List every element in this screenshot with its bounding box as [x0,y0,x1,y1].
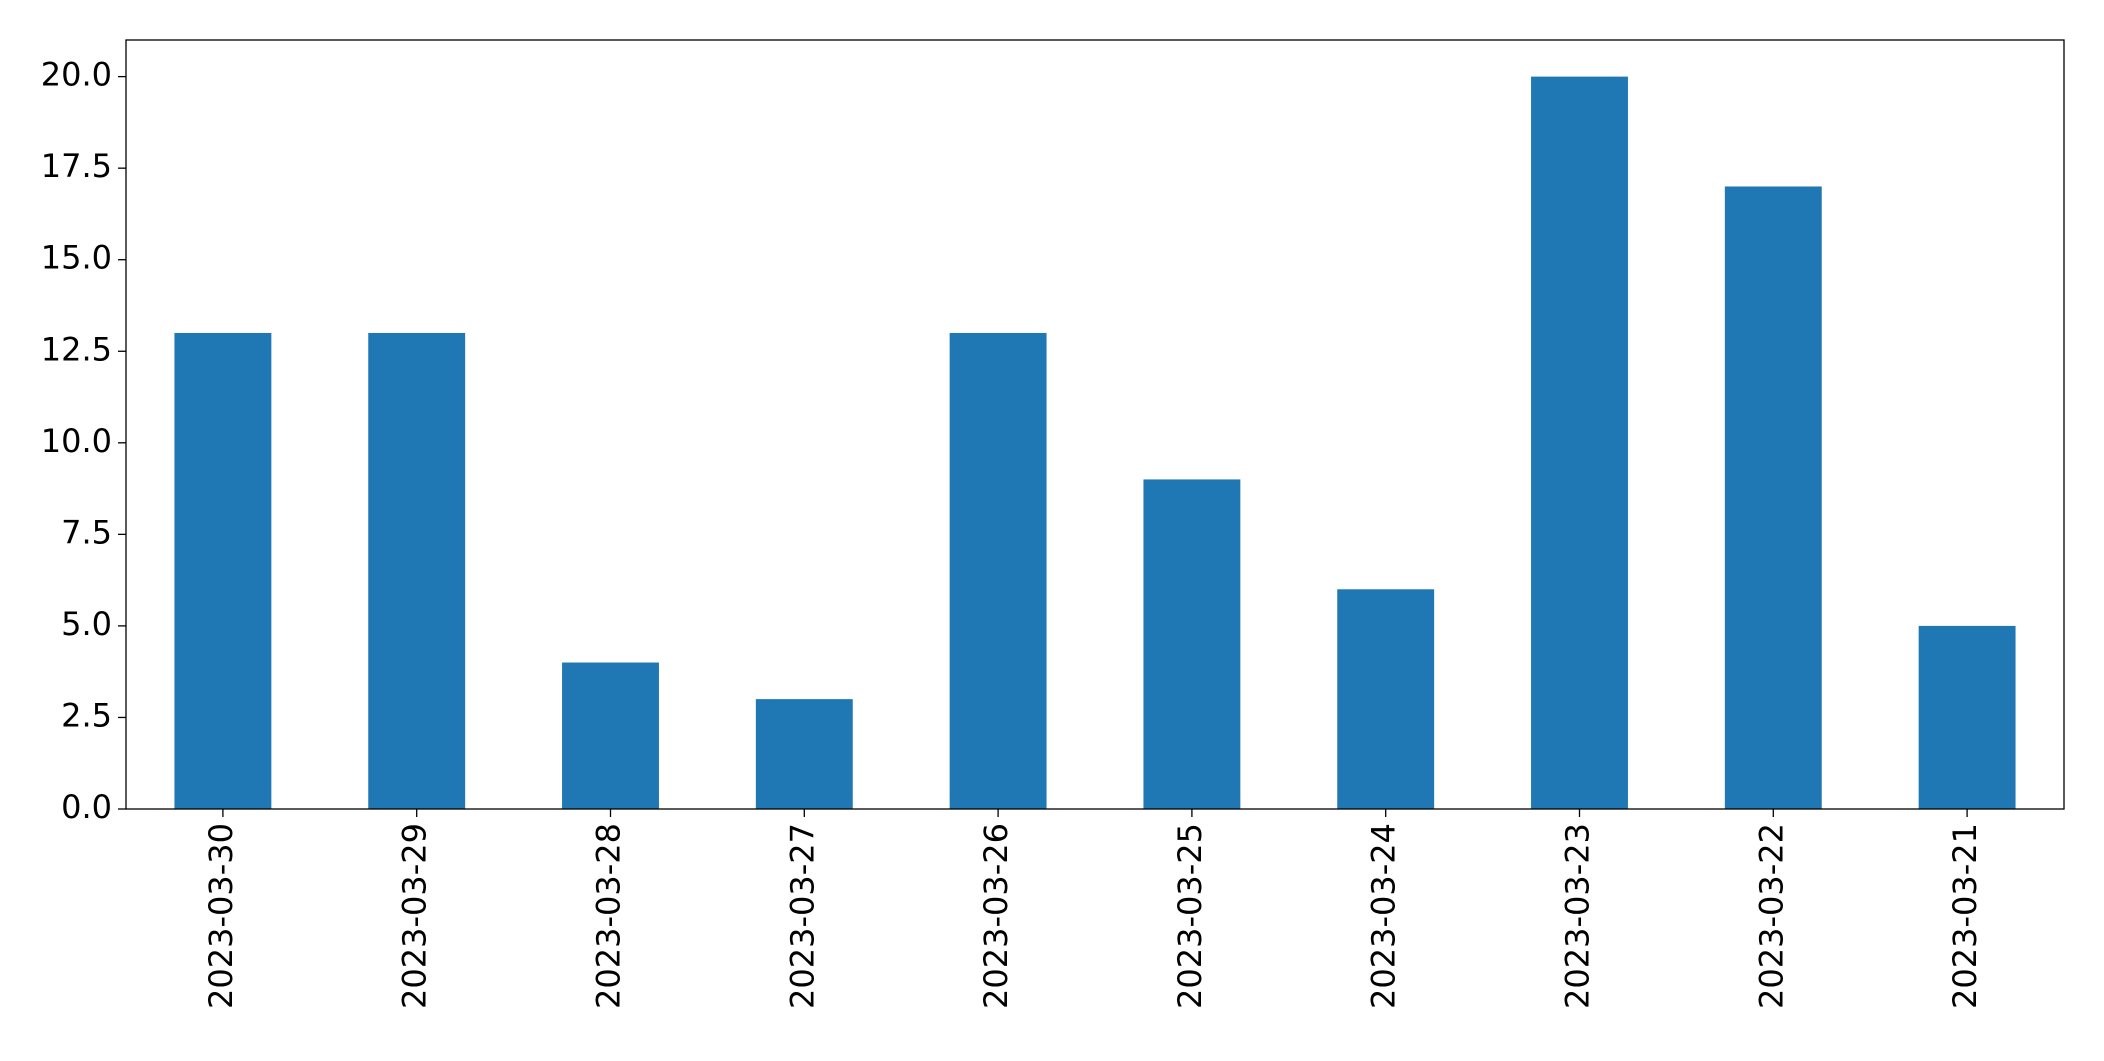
plot-frame [125,39,2065,810]
x-tick-label: 2023-03-21 [1946,823,1984,1009]
bar [1918,625,2016,809]
bar [368,332,466,809]
y-tick-label: 2.5 [61,696,112,734]
bar [755,699,853,809]
bar [949,332,1047,809]
bar [174,332,272,809]
y-tick-label: 5.0 [61,605,112,643]
bar [1724,186,1822,809]
y-tick-label: 7.5 [61,513,112,551]
x-tick-label: 2023-03-23 [1559,823,1597,1009]
x-tick-label: 2023-03-25 [1171,823,1209,1009]
y-tick-label: 12.5 [41,330,112,368]
y-tick-label: 10.0 [41,422,112,460]
x-tick-label: 2023-03-29 [396,823,434,1009]
y-tick-label: 15.0 [41,239,112,277]
x-tick-label: 2023-03-24 [1365,823,1403,1009]
bar [1531,76,1628,810]
x-tick-label: 2023-03-22 [1752,823,1790,1009]
bar [1143,479,1241,809]
x-tick-label: 2023-03-28 [590,823,628,1009]
bar [1337,589,1435,809]
y-tick-label: 17.5 [41,147,112,185]
bar [562,662,659,809]
y-tick-label: 20.0 [41,56,112,94]
y-tick-label: 0.0 [61,788,112,826]
x-tick-label: 2023-03-27 [783,823,821,1009]
x-tick-label: 2023-03-26 [977,823,1015,1009]
x-tick-label: 2023-03-30 [202,823,240,1009]
